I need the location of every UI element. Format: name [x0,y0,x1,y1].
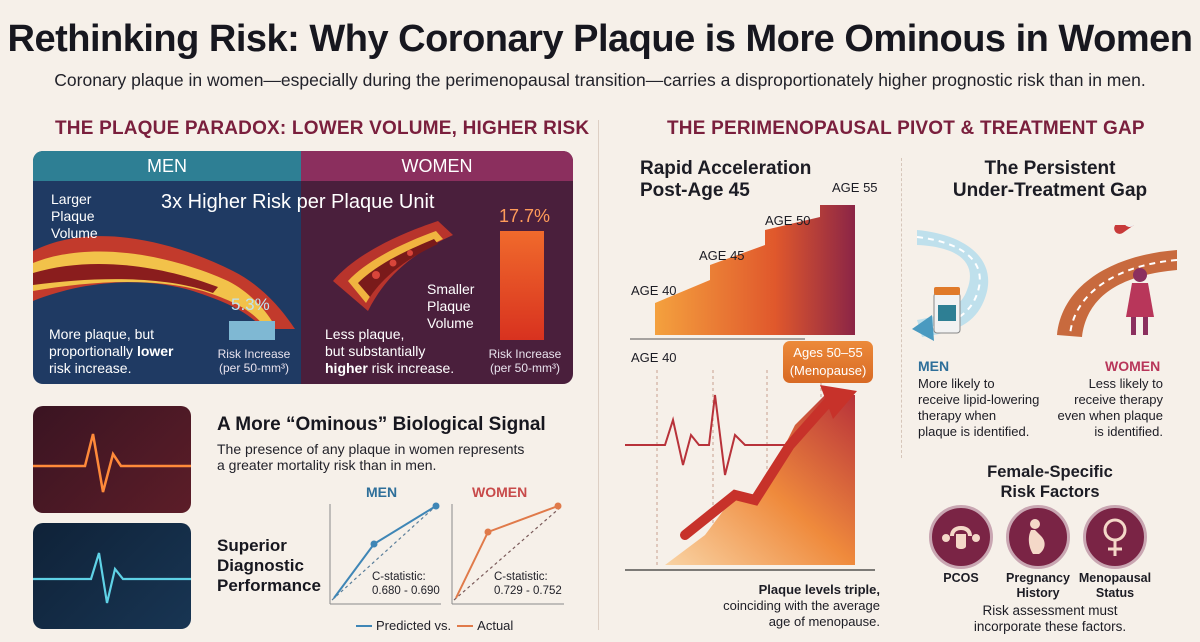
men-c-statistic: C-statistic: 0.680 - 0.690 [372,571,440,597]
chart-legend: Predicted vs. Actual [356,618,513,633]
calibration-charts [329,502,564,605]
pcos-icon [929,505,993,569]
age-axis-label: AGE 40 [631,350,677,365]
woman-figure-icon [1126,268,1154,335]
venus-symbol-icon [1083,505,1147,569]
plaque-triple-note: Plaque levels triple, coinciding with th… [723,582,880,629]
right-section-heading: THE PERIMENOPAUSAL PIVOT & TREATMENT GAP [667,118,1145,139]
age-label-45: AGE 45 [699,248,745,263]
left-section-heading: THE PLAQUE PARADOX: LOWER VOLUME, HIGHER… [55,118,590,139]
risk-factors-heading: Female-Specific Risk Factors [987,463,1113,501]
men-gap-label: MEN [918,358,950,374]
signal-body: The presence of any plaque in women repr… [217,441,525,473]
women-risk-caption: Risk Increase (per 50-mm³) [488,347,562,375]
acceleration-heading: Rapid Acceleration Post-Age 45 [640,158,812,201]
women-risk-bar [500,231,544,340]
women-artery-icon [333,221,453,311]
plaque-paradox-panel: MEN WOMEN Larger Plaque Volume 3x Higher… [33,151,573,384]
men-gap-text: More likely to receive lipid-lowering th… [918,376,1040,439]
page-subtitle: Coronary plaque in women—especially duri… [54,70,1146,90]
right-divider [901,158,902,458]
heartbeat-icon [33,552,191,604]
diagnostic-heading: Superior Diagnostic Performance [217,536,321,595]
actual-swatch [457,624,474,627]
signal-heading: A More “Ominous” Biological Signal [217,414,546,435]
treatment-gap-heading: The Persistent Under-Treatment Gap [952,158,1148,201]
men-artery-icon [33,236,295,329]
age-label-50: AGE 50 [765,213,811,228]
men-risk-caption: Risk Increase (per 50-mm³) [217,347,291,375]
women-gap-label: WOMEN [1105,358,1161,374]
pill-icon [1114,225,1136,234]
men-risk-bar [229,321,275,340]
men-volume-label: Larger Plaque Volume [51,191,98,241]
page-title: Rethinking Risk: Why Coronary Plaque is … [7,18,1193,60]
men-chart-label: MEN [366,484,398,500]
heartbeat-icon [33,433,191,493]
women-gap-text: Less likely to receive therapy even when… [1057,376,1163,439]
pcos-label: PCOS [943,571,979,585]
pregnancy-icon [1006,505,1070,569]
women-c-statistic: C-statistic: 0.729 - 0.752 [494,571,562,597]
women-description: Less plaque, but substantially higher ri… [325,326,455,376]
plaque-acceleration-graphic [625,205,875,571]
risk-claim: 3x Higher Risk per Plaque Unit [161,191,435,213]
men-description: More plaque, but proportionally lower ri… [49,326,174,376]
menopausal-label: Menopausal Status [1078,571,1152,600]
risk-assessment-note: Risk assessment must incorporate these f… [973,603,1127,634]
predicted-swatch [356,624,372,627]
pregnancy-label: Pregnancy History [1006,571,1070,600]
treatment-paths-graphic [912,225,1178,341]
women-volume-label: Smaller Plaque Volume [427,281,475,331]
men-risk-percent: 5.3% [231,295,270,314]
women-risk-percent: 17.7% [499,206,551,226]
women-tab: WOMEN [301,151,573,181]
women-chart-label: WOMEN [472,484,528,500]
menopause-callout: Ages 50–55 (Menopause) [783,341,873,383]
age-label-40: AGE 40 [631,283,677,298]
ecg-card-diagnostic [33,523,191,629]
artery-illustrations [33,221,453,329]
men-tab: MEN [33,151,301,181]
section-divider [598,120,599,630]
ecg-card-women [33,406,191,513]
age-label-55: AGE 55 [832,180,878,195]
